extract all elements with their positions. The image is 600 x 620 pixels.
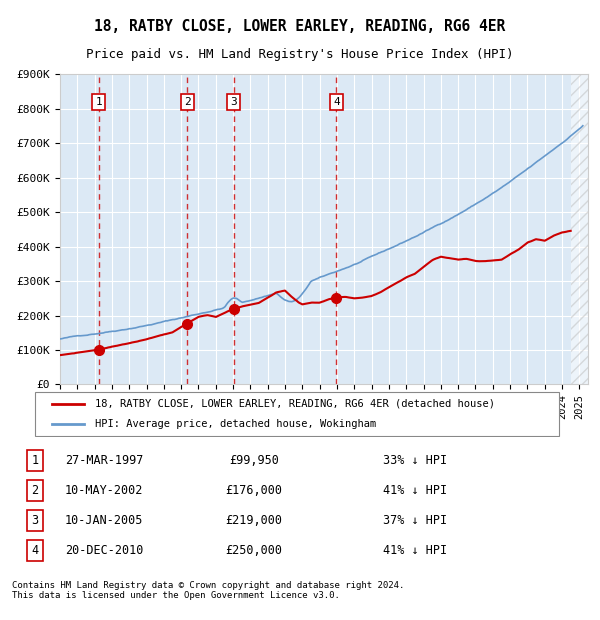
Text: HPI: Average price, detached house, Wokingham: HPI: Average price, detached house, Woki… <box>95 419 376 429</box>
Text: 41% ↓ HPI: 41% ↓ HPI <box>383 544 447 557</box>
Text: £99,950: £99,950 <box>229 454 279 467</box>
Text: 33% ↓ HPI: 33% ↓ HPI <box>383 454 447 467</box>
Text: 2: 2 <box>184 97 191 107</box>
Text: 18, RATBY CLOSE, LOWER EARLEY, READING, RG6 4ER: 18, RATBY CLOSE, LOWER EARLEY, READING, … <box>94 19 506 33</box>
Text: 4: 4 <box>333 97 340 107</box>
Text: 41% ↓ HPI: 41% ↓ HPI <box>383 484 447 497</box>
Text: 1: 1 <box>31 454 38 467</box>
Text: 20-DEC-2010: 20-DEC-2010 <box>65 544 143 557</box>
Text: 18, RATBY CLOSE, LOWER EARLEY, READING, RG6 4ER (detached house): 18, RATBY CLOSE, LOWER EARLEY, READING, … <box>95 399 495 409</box>
Text: Contains HM Land Registry data © Crown copyright and database right 2024.
This d: Contains HM Land Registry data © Crown c… <box>12 581 404 600</box>
Text: 1: 1 <box>95 97 102 107</box>
Text: 3: 3 <box>31 514 38 527</box>
Text: 4: 4 <box>31 544 38 557</box>
Text: 2: 2 <box>31 484 38 497</box>
Text: Price paid vs. HM Land Registry's House Price Index (HPI): Price paid vs. HM Land Registry's House … <box>86 48 514 61</box>
Text: 3: 3 <box>230 97 237 107</box>
Text: 10-JAN-2005: 10-JAN-2005 <box>65 514 143 527</box>
Text: 37% ↓ HPI: 37% ↓ HPI <box>383 514 447 527</box>
Text: £250,000: £250,000 <box>226 544 283 557</box>
Text: 10-MAY-2002: 10-MAY-2002 <box>65 484 143 497</box>
Text: 27-MAR-1997: 27-MAR-1997 <box>65 454 143 467</box>
Text: £176,000: £176,000 <box>226 484 283 497</box>
Text: £219,000: £219,000 <box>226 514 283 527</box>
FancyBboxPatch shape <box>35 392 559 436</box>
